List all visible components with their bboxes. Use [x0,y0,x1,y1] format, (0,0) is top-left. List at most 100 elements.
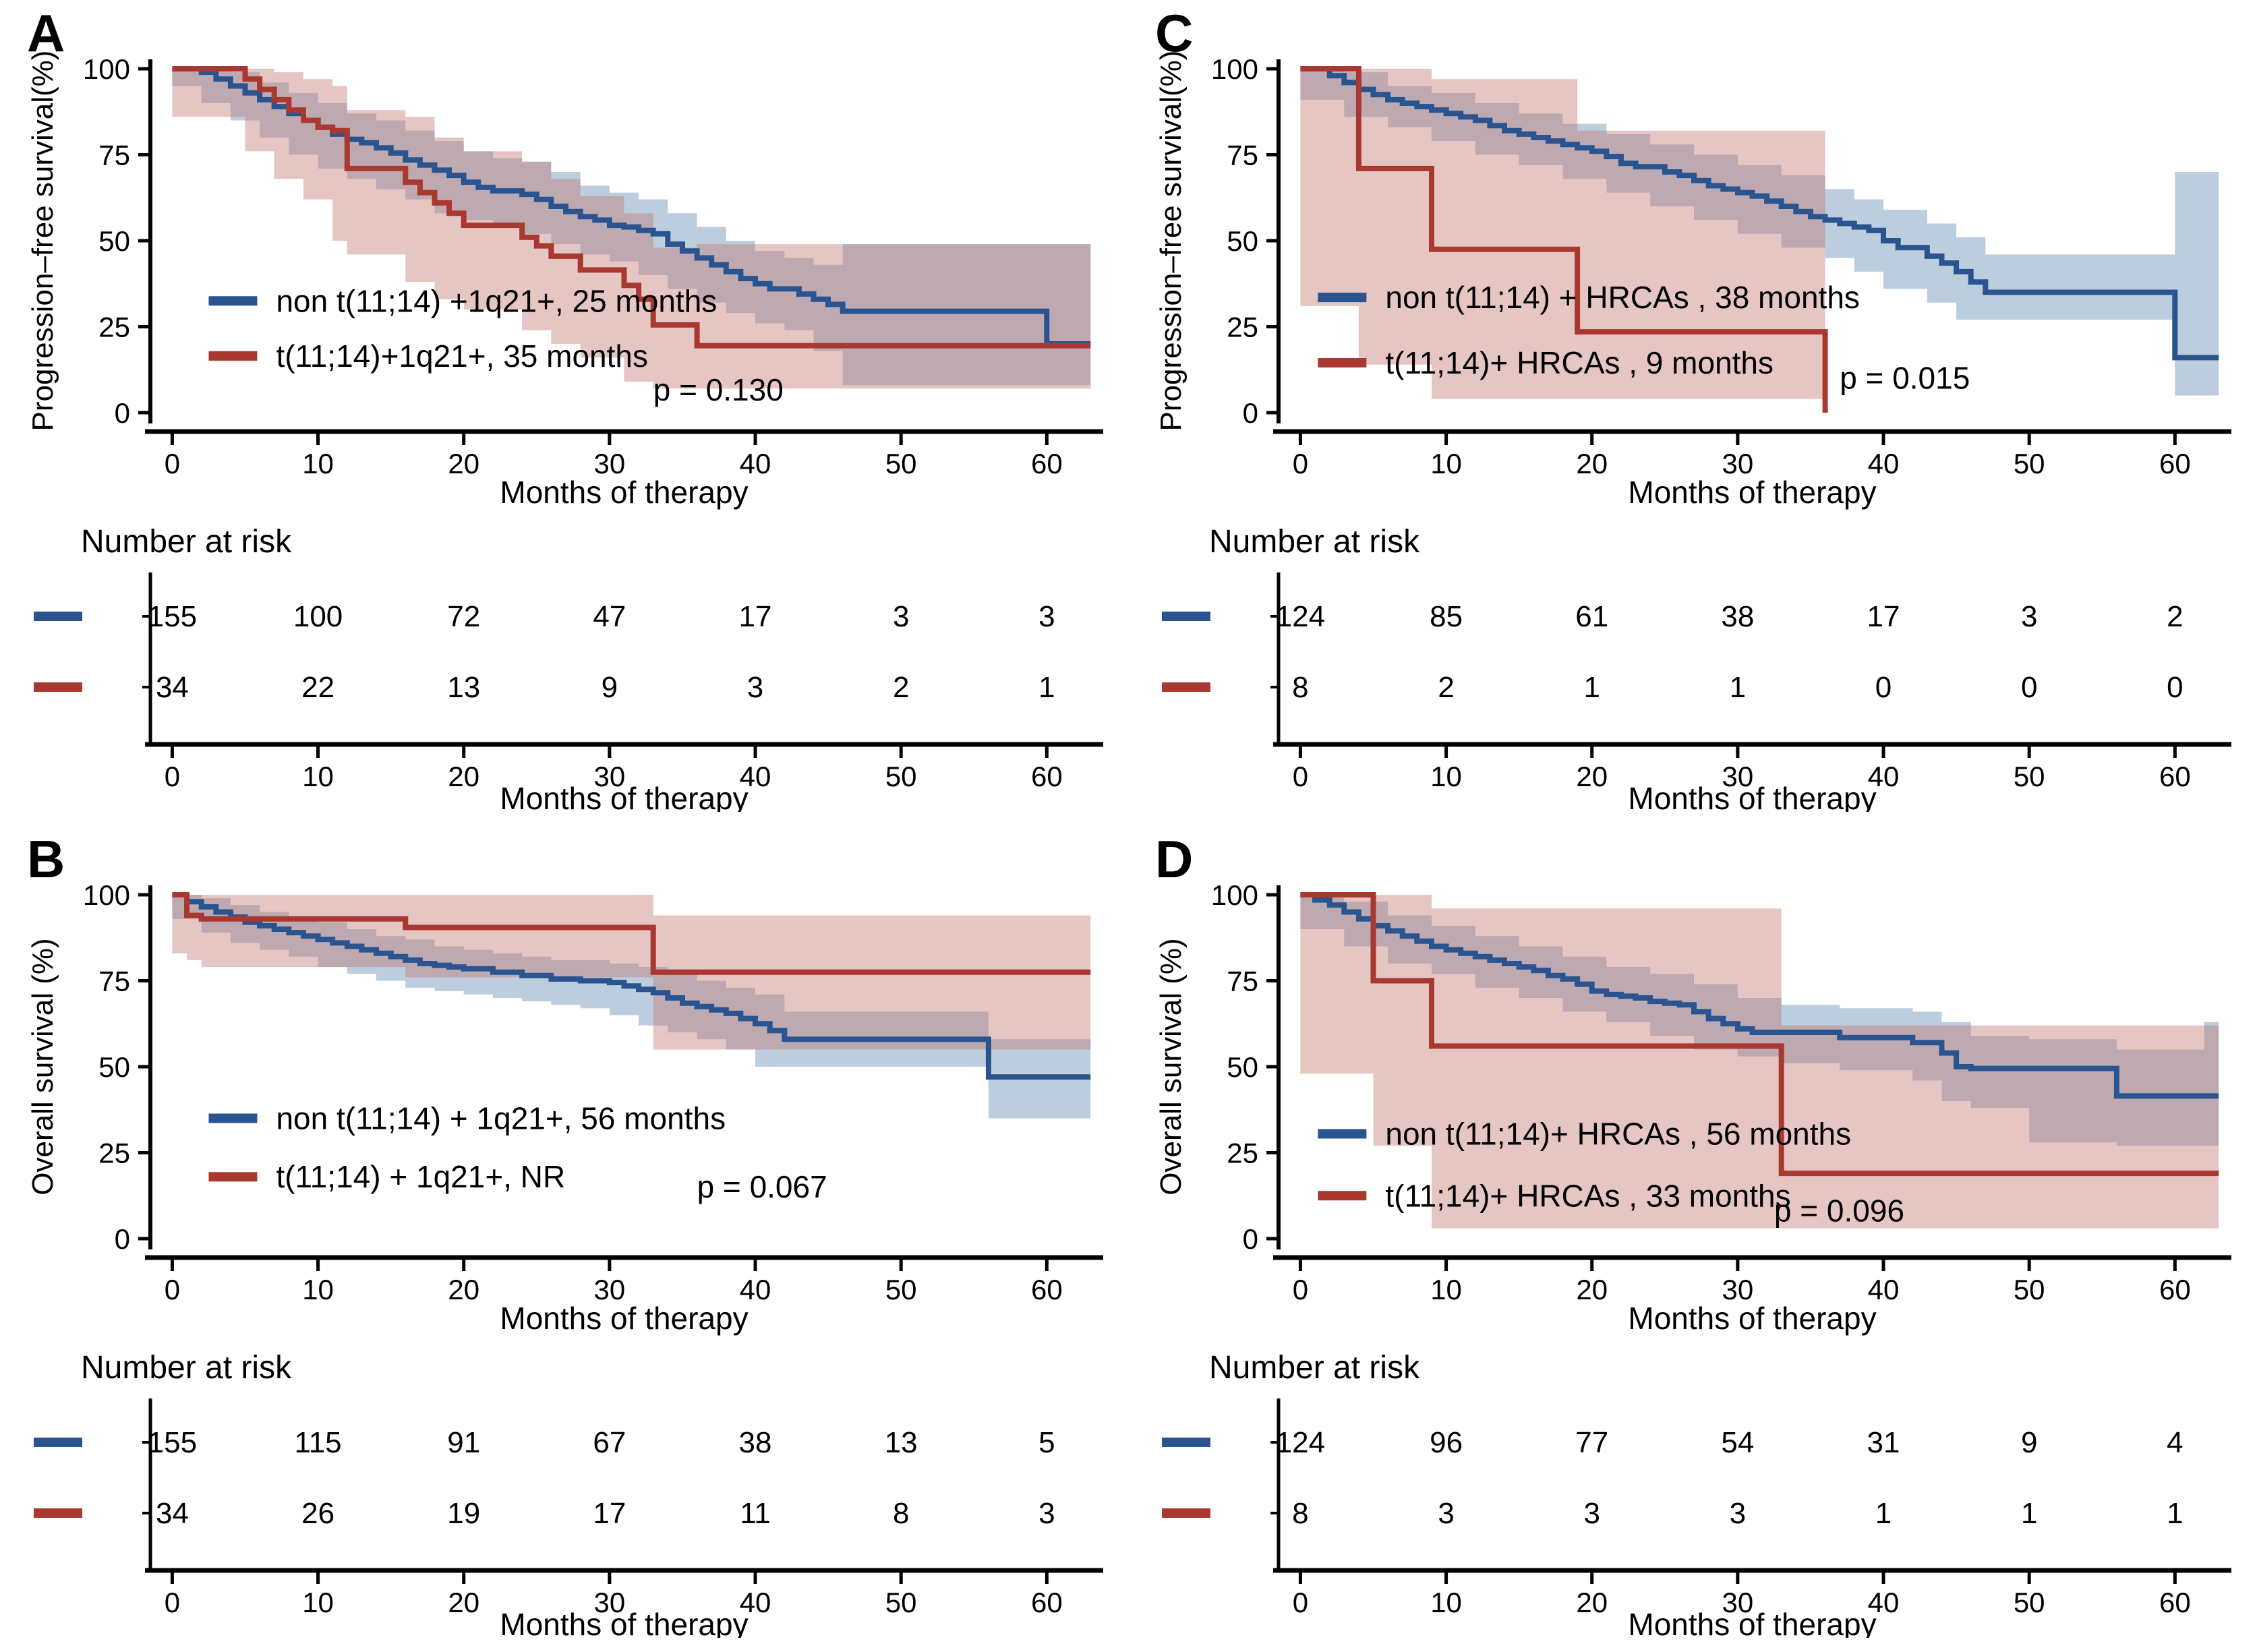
risk-count-C-blue-30: 38 [1721,600,1754,633]
x-axis-title-C: Months of therapy [1628,475,1876,510]
x-tick-label: 30 [1722,1274,1754,1305]
risk-x-tick-label: 50 [885,761,917,792]
y-tick-label: 50 [98,1051,130,1083]
risk-x-tick-label: 30 [1722,1587,1754,1618]
risk-x-tick-label: 20 [448,1587,479,1618]
x-tick-label: 10 [302,448,334,479]
risk-x-axis-title-C: Months of therapy [1628,781,1876,812]
km-curve-B-blue [172,892,1091,1080]
risk-x-tick-label: 40 [740,1587,771,1618]
km-plot-D: 0 25 50 75 100 0 10 20 30 40 50 60 Months of therapy… [1154,879,2231,1336]
risk-count-C-red-10: 2 [1438,671,1454,704]
panel-D: D 0 25 50 75 100 0 10 20 30 40 50 60 Months of thera… [1128,826,2257,1652]
risk-count-D-blue-10: 96 [1430,1426,1463,1459]
risk-count-D-red-10: 3 [1438,1497,1454,1530]
risk-count-B-blue-50: 13 [885,1426,918,1459]
risk-count-D-red-60: 1 [2167,1497,2183,1530]
p-value-D: p = 0.096 [1774,1193,1904,1229]
x-tick-label: 60 [1031,1274,1063,1305]
y-tick-label: 75 [1227,966,1258,997]
x-tick-label: 40 [740,448,771,479]
risk-count-A-red-30: 9 [602,671,618,704]
risk-count-B-red-50: 8 [893,1497,909,1530]
x-tick-label: 0 [1293,448,1308,479]
ci-band-D-blue [1300,895,2219,1146]
y-tick-label: 0 [115,397,130,429]
risk-x-tick-label: 50 [2014,761,2045,792]
km-plot-B: 0 25 50 75 100 0 10 20 30 40 50 60 Months of therapy… [26,879,1103,1336]
p-value-B: p = 0.067 [697,1169,827,1204]
panel-B-letter: B [27,829,66,889]
y-tick-label: 25 [98,1138,130,1169]
panel-B: B 0 25 50 75 100 0 10 20 30 40 50 60 Months of thera… [0,826,1128,1652]
risk-x-tick-label: 30 [594,1587,626,1618]
risk-count-B-red-30: 17 [593,1497,626,1530]
risk-x-tick-label: 60 [1031,761,1063,792]
y-tick-label: 50 [1227,1051,1258,1083]
km-curve-D-blue [1300,892,2219,1099]
risk-title-A: Number at risk [81,524,292,560]
p-value-C: p = 0.015 [1840,360,1970,395]
p-value-A: p = 0.130 [653,372,784,407]
risk-x-tick-label: 20 [1576,1587,1608,1618]
risk-x-tick-label: 10 [1430,761,1462,792]
risk-table-B: Number at risk 155 115 91 67 38 13 5 34 26 19 17 11 8… [34,1350,1103,1638]
y-tick-label: 75 [98,140,130,171]
risk-count-A-red-50: 2 [893,671,909,704]
risk-x-tick-label: 0 [1293,761,1308,792]
x-tick-label: 10 [1430,1274,1462,1305]
risk-count-B-red-40: 11 [740,1497,771,1530]
risk-title-D: Number at risk [1209,1350,1420,1386]
y-tick-label: 25 [1227,1138,1258,1169]
x-tick-label: 30 [1722,448,1754,479]
y-tick-label: 75 [1227,140,1258,171]
risk-x-axis-title-B: Months of therapy [500,1607,748,1638]
x-tick-label: 60 [1031,448,1063,479]
x-tick-label: 20 [1576,1274,1608,1305]
risk-count-A-red-60: 1 [1038,671,1055,704]
ci-band-C-blue [1300,69,2219,396]
km-curve-B-red [172,892,1091,975]
y-tick-label: 0 [1243,1223,1258,1255]
risk-title-B: Number at risk [81,1350,292,1386]
panel-D-letter: D [1155,829,1194,889]
panel-C: C 0 25 50 75 100 0 10 20 30 40 50 60 Months of thera… [1128,0,2257,826]
risk-count-A-blue-0: 155 [148,600,197,633]
x-tick-label: 50 [885,1274,917,1305]
risk-count-B-red-10: 26 [301,1497,334,1530]
y-axis-title-C: Progression–free survival(%) [1154,51,1188,432]
risk-count-A-blue-40: 17 [739,600,772,633]
risk-x-tick-label: 0 [165,1587,180,1618]
x-tick-label: 20 [448,448,479,479]
risk-count-B-red-60: 3 [1038,1497,1055,1530]
risk-x-tick-label: 30 [594,761,626,792]
risk-x-tick-label: 60 [2159,1587,2191,1618]
risk-count-C-blue-10: 85 [1430,600,1463,633]
x-tick-label: 0 [165,448,180,479]
risk-title-C: Number at risk [1209,524,1420,560]
legend-label-C-red: t(11;14)+ HRCAs , 9 months [1385,345,1774,380]
risk-x-axis-title-D: Months of therapy [1628,1607,1876,1638]
x-tick-label: 0 [165,1274,180,1305]
y-tick-label: 50 [1227,225,1258,257]
risk-count-C-blue-50: 3 [2021,600,2037,633]
risk-x-axis-title-A: Months of therapy [500,781,748,812]
risk-count-D-red-20: 3 [1583,1497,1600,1530]
risk-count-B-blue-30: 67 [593,1426,626,1459]
y-tick-label: 100 [83,53,130,85]
ci-band-C-red [1300,69,1825,399]
x-tick-label: 40 [1868,448,1900,479]
x-axis-title-A: Months of therapy [500,475,748,510]
ci-band-B-red [172,895,1091,1050]
risk-count-C-blue-60: 2 [2167,600,2183,633]
risk-count-A-red-0: 34 [156,671,189,704]
risk-count-A-blue-20: 72 [447,600,480,633]
y-tick-label: 0 [115,1223,130,1255]
x-axis-title-D: Months of therapy [1628,1301,1876,1336]
x-tick-label: 50 [2014,1274,2045,1305]
legend-label-A-blue: non t(11;14) +1q21+, 25 months [276,283,717,318]
x-tick-label: 60 [2159,1274,2191,1305]
risk-count-A-blue-50: 3 [893,600,909,633]
risk-count-C-red-50: 0 [2021,671,2037,704]
